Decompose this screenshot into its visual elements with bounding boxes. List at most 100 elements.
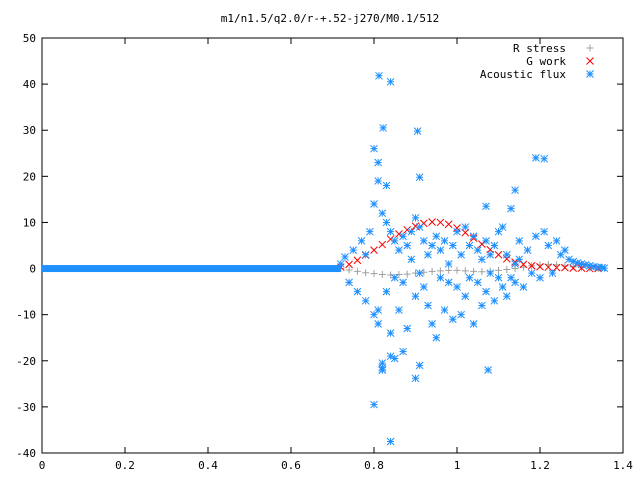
data-point <box>436 246 445 254</box>
data-point <box>395 246 403 254</box>
data-point <box>390 273 399 282</box>
data-point <box>482 202 490 211</box>
data-point <box>478 268 486 276</box>
data-point <box>386 437 395 446</box>
data-point <box>436 267 444 275</box>
data-point <box>370 270 378 278</box>
data-point <box>494 273 503 282</box>
data-point <box>561 246 569 254</box>
data-point <box>482 237 490 245</box>
data-point <box>378 240 387 249</box>
data-point <box>415 361 424 370</box>
data-point <box>573 259 582 267</box>
legend-marker <box>586 57 594 65</box>
x-tick-label: 0.6 <box>281 459 301 472</box>
data-point <box>370 246 378 254</box>
data-point <box>361 250 370 259</box>
data-point <box>600 264 609 272</box>
y-tick-label: 20 <box>23 170 36 183</box>
data-point <box>502 292 511 301</box>
data-point <box>448 241 457 250</box>
x-tick-label: 0.8 <box>364 459 384 472</box>
data-point <box>403 241 412 250</box>
data-point <box>478 301 486 310</box>
data-point <box>370 200 378 208</box>
data-point <box>511 260 519 268</box>
data-point <box>461 267 469 275</box>
x-axis: 0 0.2 0.4 0.6 0.8 1 1.2 1.4 <box>39 38 633 472</box>
data-point <box>507 204 515 213</box>
data-point <box>527 261 536 270</box>
data-point <box>478 240 486 248</box>
data-point <box>486 269 495 278</box>
data-point <box>387 271 395 279</box>
data-point <box>390 237 399 245</box>
data-point <box>378 271 386 279</box>
x-tick-label: 0.2 <box>115 459 135 472</box>
data-point <box>353 287 362 296</box>
data-point <box>498 223 507 231</box>
data-point <box>461 228 470 237</box>
data-point <box>457 250 466 259</box>
data-point <box>523 246 532 254</box>
x-tick-label: 1 <box>454 459 461 472</box>
series-acoustic-flux <box>42 71 609 446</box>
data-point <box>444 260 453 268</box>
data-point <box>362 269 370 277</box>
data-point <box>403 324 412 333</box>
data-point <box>470 267 478 275</box>
data-point <box>361 296 370 305</box>
data-point <box>552 237 561 245</box>
data-point <box>486 250 495 259</box>
data-point <box>336 260 345 268</box>
data-point <box>461 223 470 231</box>
data-point <box>411 213 420 222</box>
data-point <box>536 273 544 282</box>
data-point <box>415 173 424 182</box>
data-point <box>378 209 387 218</box>
data-point <box>428 267 436 275</box>
data-point <box>353 267 361 275</box>
data-point <box>453 227 461 236</box>
y-axis: -40 -30 -20 -10 0 10 20 30 40 50 <box>16 32 623 460</box>
legend-label: G work <box>526 55 566 68</box>
y-tick-label: 50 <box>23 32 36 45</box>
data-point <box>465 273 474 282</box>
data-point <box>536 262 544 271</box>
y-tick-label: 30 <box>23 124 36 137</box>
data-point <box>527 269 536 278</box>
data-point <box>415 269 424 278</box>
data-point <box>428 241 436 250</box>
data-point <box>419 237 428 245</box>
data-point <box>432 333 441 342</box>
data-point <box>445 266 453 274</box>
data-point <box>552 263 561 272</box>
data-point <box>531 232 540 241</box>
data-point <box>544 263 553 272</box>
data-point <box>453 283 461 291</box>
data-point <box>594 263 602 272</box>
data-point <box>531 154 540 162</box>
data-point <box>407 255 416 264</box>
y-tick-label: 40 <box>23 78 36 91</box>
data-point <box>386 329 395 337</box>
data-point <box>453 266 461 274</box>
data-point <box>395 271 403 279</box>
data-point <box>374 177 383 185</box>
x-tick-label: 1.4 <box>613 459 633 472</box>
data-point <box>382 218 391 227</box>
data-point <box>556 250 565 259</box>
data-point <box>357 237 366 245</box>
data-point <box>386 352 395 361</box>
data-point <box>444 220 453 229</box>
data-point <box>577 260 586 268</box>
data-point <box>490 296 499 305</box>
y-tick-label: -30 <box>16 401 36 414</box>
data-point <box>424 250 432 259</box>
data-point <box>403 270 411 278</box>
data-point <box>502 250 511 259</box>
x-tick-label: 1.2 <box>530 459 550 472</box>
data-point <box>498 283 507 291</box>
data-point <box>440 306 449 314</box>
